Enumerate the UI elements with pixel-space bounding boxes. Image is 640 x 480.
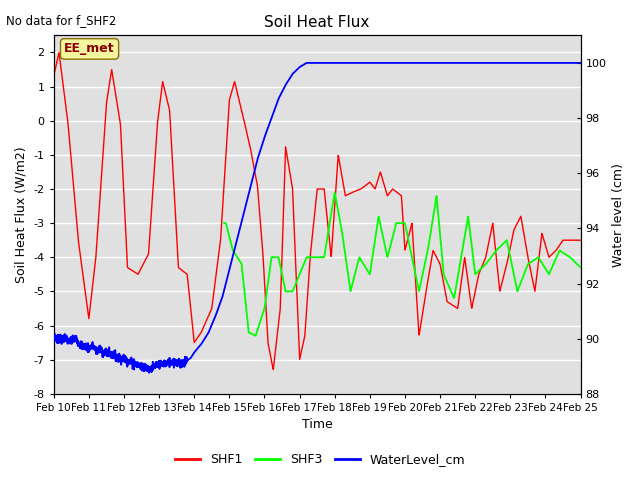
SHF3 (331, 190, 339, 196)
Y-axis label: Water level (cm): Water level (cm) (612, 163, 625, 266)
X-axis label: Time: Time (302, 419, 333, 432)
WaterLevel_cm (50, 332, 58, 338)
WaterLevel_cm (577, 60, 584, 66)
SHF1 (567, 237, 575, 243)
WaterLevel_cm (567, 60, 575, 66)
SHF3 (355, 258, 362, 264)
SHF3 (252, 333, 259, 338)
SHF1 (577, 237, 584, 243)
Y-axis label: Soil Heat Flux (W/m2): Soil Heat Flux (W/m2) (15, 146, 28, 283)
SHF3 (359, 261, 367, 266)
Text: No data for f_SHF2: No data for f_SHF2 (6, 14, 116, 27)
WaterLevel_cm (510, 60, 518, 66)
Line: WaterLevel_cm: WaterLevel_cm (54, 63, 580, 373)
SHF3 (577, 264, 584, 270)
WaterLevel_cm (303, 60, 310, 66)
WaterLevel_cm (275, 96, 283, 101)
SHF3 (221, 220, 228, 226)
SHF1 (275, 317, 283, 323)
Text: EE_met: EE_met (64, 42, 115, 55)
Legend: SHF1, SHF3, WaterLevel_cm: SHF1, SHF3, WaterLevel_cm (170, 448, 470, 471)
SHF3 (323, 235, 331, 241)
WaterLevel_cm (110, 356, 118, 361)
WaterLevel_cm (141, 368, 149, 373)
SHF1 (141, 257, 149, 263)
SHF1 (252, 175, 260, 180)
SHF1 (510, 227, 518, 233)
SHF3 (220, 220, 228, 226)
SHF3 (401, 220, 408, 226)
WaterLevel_cm (252, 163, 260, 168)
SHF1 (110, 81, 118, 87)
Line: SHF1: SHF1 (54, 52, 580, 370)
SHF1 (269, 367, 277, 372)
Title: Soil Heat Flux: Soil Heat Flux (264, 15, 370, 30)
SHF3 (548, 266, 556, 272)
SHF1 (50, 73, 58, 79)
WaterLevel_cm (145, 370, 153, 376)
Line: SHF3: SHF3 (224, 193, 580, 336)
SHF1 (55, 49, 63, 55)
